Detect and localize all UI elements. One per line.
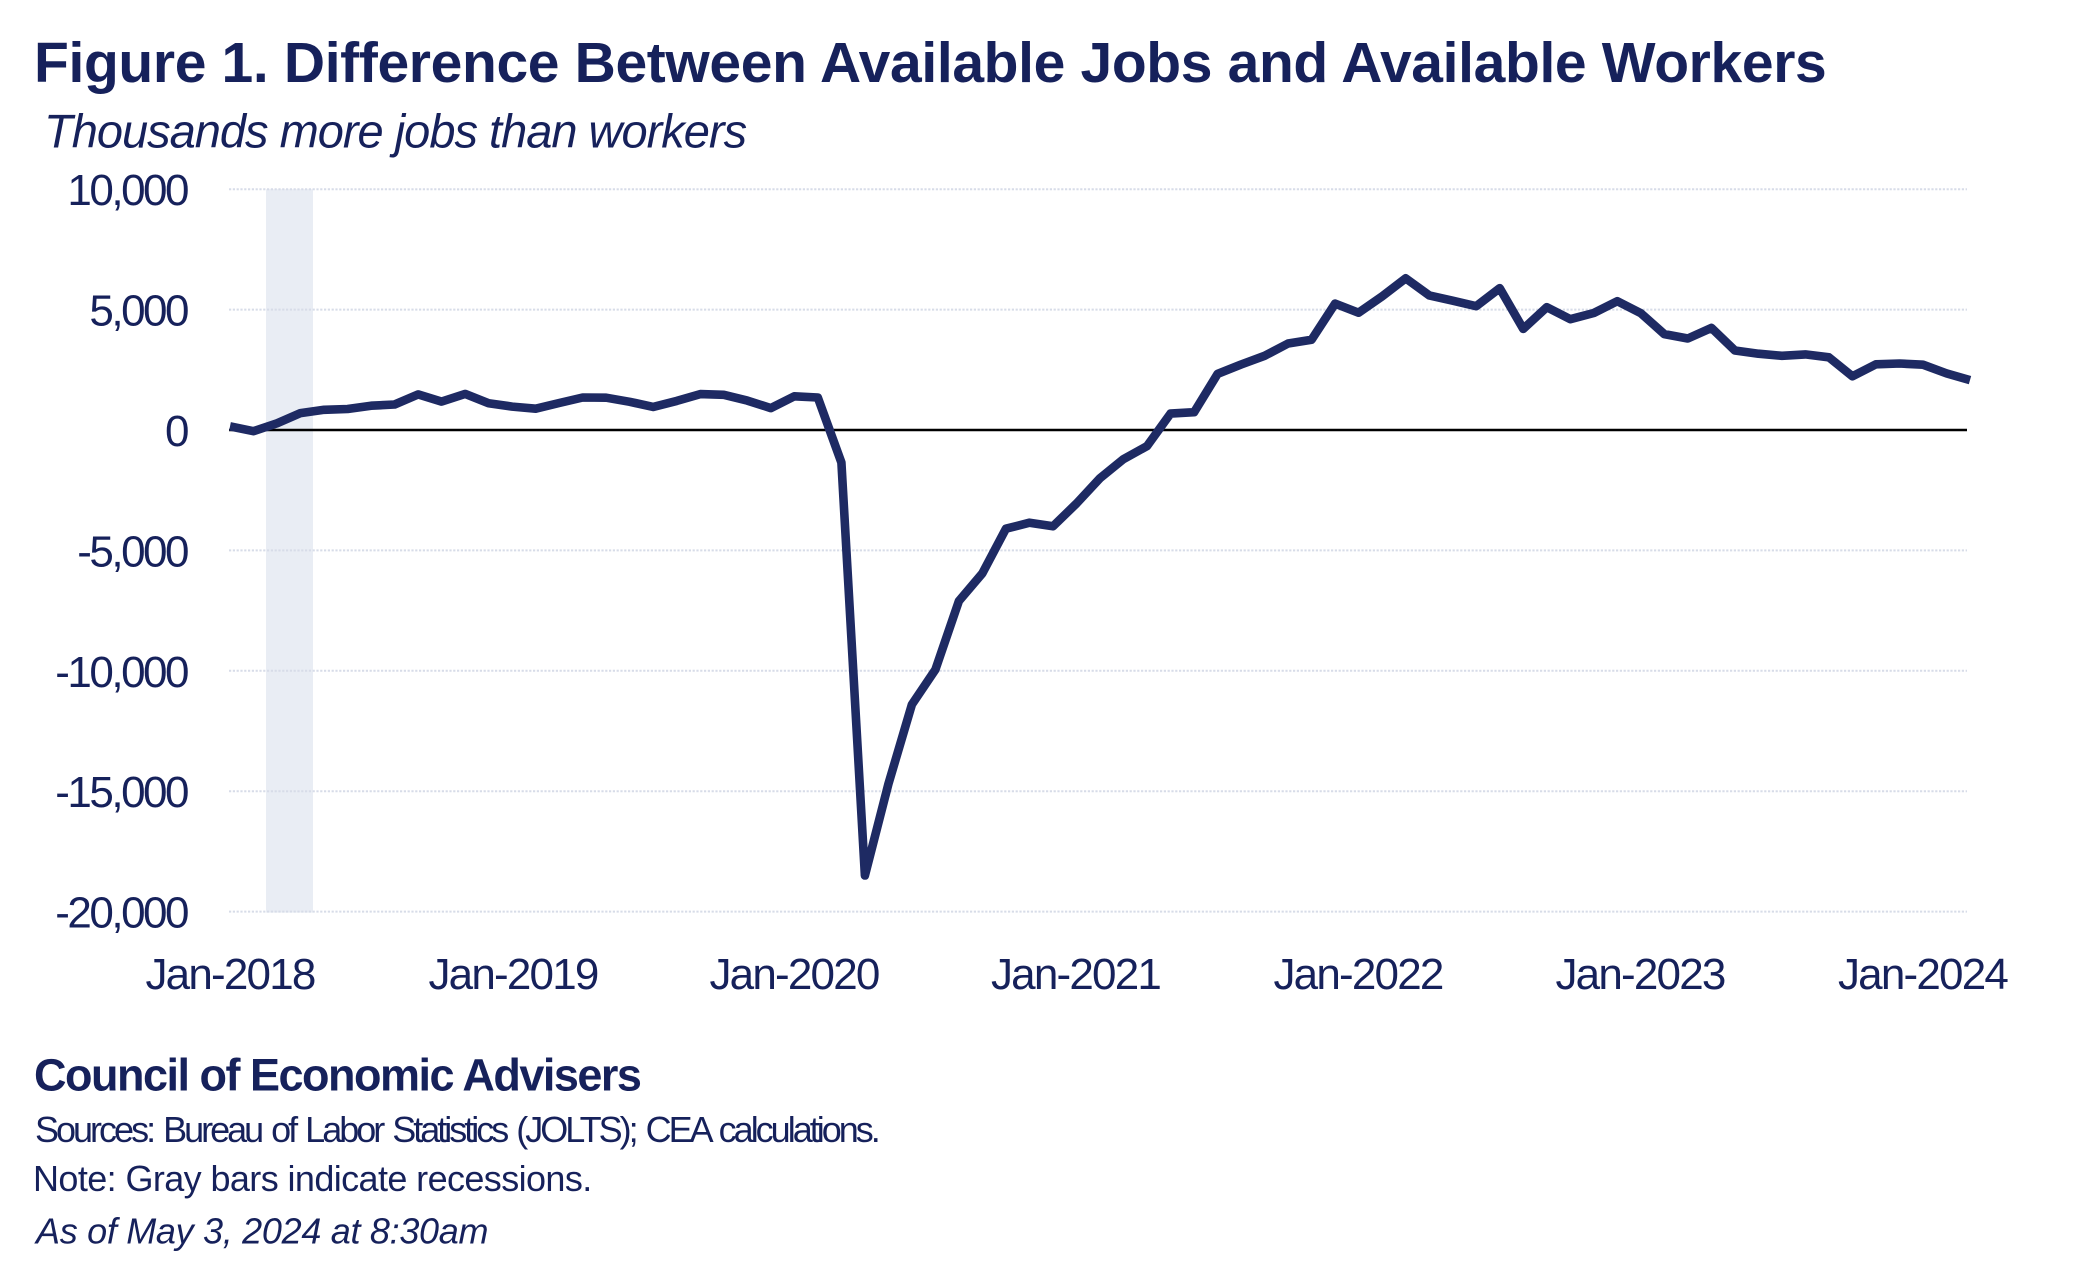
svg-text:Note: Gray bars indicate reces: Note: Gray bars indicate recessions. — [33, 1158, 592, 1199]
svg-text:-10,000: -10,000 — [55, 648, 188, 697]
svg-text:As of May 3, 2024 at 8:30am: As of May 3, 2024 at 8:30am — [34, 1211, 488, 1252]
svg-text:10,000: 10,000 — [67, 166, 188, 215]
svg-text:5,000: 5,000 — [89, 287, 188, 336]
svg-text:Figure 1. Difference Between A: Figure 1. Difference Between Available J… — [34, 31, 1826, 95]
svg-text:Jan-2020: Jan-2020 — [709, 950, 878, 999]
svg-text:0: 0 — [165, 407, 188, 456]
svg-text:-5,000: -5,000 — [77, 527, 188, 576]
svg-text:Council of Economic Advisers: Council of Economic Advisers — [34, 1049, 641, 1100]
svg-text:Sources: Bureau of Labor Stati: Sources: Bureau of Labor Statistics (JOL… — [35, 1109, 878, 1150]
svg-text:Jan-2021: Jan-2021 — [991, 950, 1160, 999]
svg-text:Jan-2018: Jan-2018 — [145, 950, 314, 999]
svg-text:Jan-2024: Jan-2024 — [1838, 950, 2008, 999]
svg-text:-20,000: -20,000 — [55, 889, 188, 938]
svg-text:Thousands more jobs than worke: Thousands more jobs than workers — [44, 105, 747, 158]
svg-text:Jan-2023: Jan-2023 — [1555, 950, 1724, 999]
svg-text:Jan-2022: Jan-2022 — [1273, 950, 1442, 999]
svg-text:-15,000: -15,000 — [55, 768, 188, 817]
svg-text:Jan-2019: Jan-2019 — [428, 950, 597, 999]
